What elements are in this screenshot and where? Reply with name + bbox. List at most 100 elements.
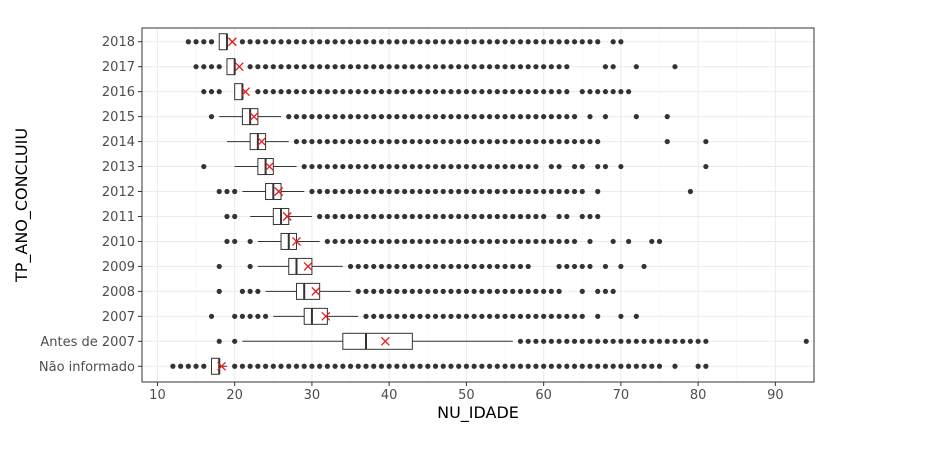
outlier-point <box>672 363 678 369</box>
outlier-point <box>378 213 385 220</box>
outlier-point <box>208 39 215 45</box>
outlier-point <box>340 213 346 220</box>
outlier-point <box>309 363 315 369</box>
outlier-point <box>479 263 485 270</box>
outlier-point <box>618 338 624 344</box>
box-iqr <box>218 33 228 51</box>
mean-marker <box>292 236 301 246</box>
outlier-point <box>425 138 431 145</box>
box-iqr <box>211 357 220 375</box>
outlier-point <box>517 64 524 70</box>
outlier-point <box>587 138 593 145</box>
mean-marker <box>249 112 259 122</box>
outlier-point <box>556 288 562 294</box>
outlier-point <box>680 338 686 344</box>
x-tick-label: 40 <box>381 388 398 403</box>
mean-marker-stroke <box>311 286 321 296</box>
outlier-point <box>510 263 516 270</box>
box-group <box>170 357 709 375</box>
outlier-point <box>456 188 462 195</box>
outlier-point <box>301 363 307 369</box>
outlier-point <box>394 288 400 294</box>
outlier-point <box>286 114 292 120</box>
outlier-point <box>548 238 554 245</box>
outlier-point <box>448 238 454 245</box>
outlier-point <box>502 163 508 170</box>
outlier-point <box>610 288 616 294</box>
mean-marker <box>303 261 313 271</box>
outlier-point <box>494 188 500 195</box>
outlier-point <box>347 114 354 120</box>
outlier-point <box>185 39 191 45</box>
outlier-point <box>517 213 524 220</box>
outlier-point <box>448 188 454 195</box>
outlier-point <box>541 313 547 319</box>
y-tick-label: 2013 <box>102 160 135 175</box>
outlier-point <box>309 188 315 195</box>
outlier-point <box>386 114 392 120</box>
outlier-point <box>201 64 207 70</box>
outlier-point <box>618 39 624 45</box>
outlier-point <box>502 89 508 95</box>
outlier-point <box>340 89 346 95</box>
mean-marker <box>274 187 284 196</box>
outlier-point <box>301 89 307 95</box>
outlier-point <box>425 313 431 319</box>
outlier-point <box>340 188 346 195</box>
outlier-point <box>564 363 570 369</box>
outlier-point <box>463 89 470 95</box>
outlier-point <box>432 64 439 70</box>
outlier-point <box>371 288 377 294</box>
outlier-point <box>510 39 516 45</box>
outlier-point <box>409 163 415 170</box>
mean-marker-stroke <box>380 336 390 346</box>
outlier-point <box>641 363 647 369</box>
outlier-point <box>486 263 493 270</box>
outlier-point <box>494 363 500 369</box>
outlier-point <box>471 39 477 45</box>
outlier-point <box>703 363 709 369</box>
outlier-point <box>224 188 230 195</box>
outlier-point <box>394 188 400 195</box>
box-group <box>216 183 694 201</box>
outlier-point <box>440 213 446 220</box>
outlier-point <box>564 338 570 344</box>
outlier-point <box>486 313 493 319</box>
outlier-point <box>402 114 408 120</box>
outlier-point <box>479 238 485 245</box>
outlier-point <box>494 64 500 70</box>
outlier-point <box>494 213 500 220</box>
outlier-point <box>587 114 593 120</box>
outlier-point <box>378 163 385 170</box>
outlier-point <box>324 39 330 45</box>
box-group <box>201 158 709 176</box>
outlier-point <box>533 114 539 120</box>
outlier-point <box>602 263 609 270</box>
outlier-point <box>463 64 470 70</box>
outlier-point <box>347 89 354 95</box>
outlier-point <box>394 313 400 319</box>
outlier-point <box>363 238 369 245</box>
outlier-point <box>324 163 330 170</box>
outlier-point <box>579 89 585 95</box>
outlier-point <box>448 39 454 45</box>
outlier-point <box>486 64 493 70</box>
outlier-point <box>262 89 269 95</box>
outlier-point <box>533 288 539 294</box>
box-group <box>185 33 624 51</box>
outlier-point <box>541 213 547 220</box>
outlier-point <box>494 263 500 270</box>
outlier-point <box>425 64 431 70</box>
outlier-point <box>409 313 415 319</box>
outlier-point <box>432 238 439 245</box>
outlier-point <box>502 313 508 319</box>
outlier-point <box>587 39 593 45</box>
outlier-point <box>486 39 493 45</box>
outlier-point <box>556 64 562 70</box>
outlier-point <box>448 89 454 95</box>
outlier-point <box>579 363 585 369</box>
outlier-point <box>239 313 246 319</box>
outlier-point <box>394 213 400 220</box>
outlier-point <box>595 188 601 195</box>
outlier-point <box>556 313 562 319</box>
